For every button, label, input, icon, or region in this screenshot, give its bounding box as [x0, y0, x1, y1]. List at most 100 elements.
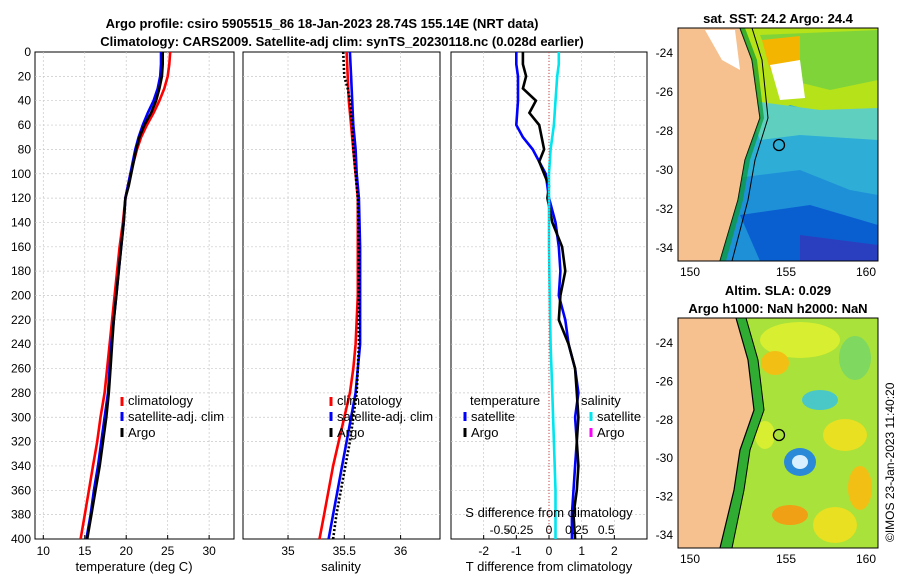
imos-timestamp: ©IMOS 23-Jan-2023 11:40:20 [883, 382, 897, 542]
map-y-tick-label: -30 [656, 163, 674, 177]
map-y-tick-label: -26 [656, 374, 674, 388]
x-tick-label: 30 [202, 544, 216, 558]
map-y-tick-label: -28 [656, 124, 674, 138]
y-tick-label: 180 [11, 264, 31, 278]
legend-label-temp-satellite: satellite [471, 409, 515, 424]
salinity-legend: climatology satellite-adj. clim Argo [329, 393, 433, 440]
x-tick-label: 10 [37, 544, 51, 558]
x-tick-label: 1 [578, 544, 585, 558]
sst-map-title: sat. SST: 24.2 Argo: 24.4 [703, 11, 854, 26]
y-tick-label: 360 [11, 483, 31, 497]
map-x-tick-label: 160 [856, 265, 876, 279]
legend-label-argo: Argo [337, 425, 364, 440]
y-tick-label: 60 [18, 118, 32, 132]
y-tick-label: 300 [11, 410, 31, 424]
sst-map: sat. SST: 24.2 Argo: 24.4 150 155 160 -24 -… [656, 11, 879, 279]
legend-title-salinity: salinity [581, 393, 621, 408]
argo-position-marker [772, 428, 786, 442]
sla-map-land [678, 318, 754, 548]
x-tick-label: 35.5 [333, 544, 357, 558]
sla-map-frame [677, 317, 879, 549]
series-line-salinity-satellite [547, 52, 561, 539]
sla-map-field [678, 318, 878, 548]
x-tick-label: 35 [281, 544, 295, 558]
argo-position-marker [772, 138, 786, 152]
top-tick-label: 0 [546, 523, 553, 537]
y-tick-label: 320 [11, 435, 31, 449]
legend-label-satellite: satellite-adj. clim [337, 409, 433, 424]
legend-title-temperature: temperature [470, 393, 540, 408]
map-y-tick-label: -30 [656, 451, 674, 465]
y-tick-label: 160 [11, 240, 31, 254]
y-tick-label: 0 [24, 45, 31, 59]
legend-label-climatology: climatology [337, 393, 403, 408]
salinity-xlabel: salinity [321, 559, 361, 574]
map-x-tick-label: 150 [680, 552, 700, 566]
sla-map: Altim. SLA: 0.029 Argo h1000: NaN h2000:… [656, 283, 879, 566]
legend-label-sal-argo: Argo [597, 425, 624, 440]
difference-xlabel: T difference from climatology [466, 559, 633, 574]
sla-map-title-line2: Argo h1000: NaN h2000: NaN [688, 301, 867, 316]
map-y-tick-label: -32 [656, 490, 674, 504]
y-tick-label: 20 [18, 69, 32, 83]
x-tick-label: 15 [78, 544, 92, 558]
y-tick-label: 240 [11, 337, 31, 351]
map-y-tick-label: -32 [656, 202, 674, 216]
difference-panel: -2 -1 0 1 2 T difference from climatology S … [450, 51, 648, 574]
sla-map-title-line1: Altim. SLA: 0.029 [725, 283, 831, 298]
y-tick-label: 140 [11, 215, 31, 229]
map-x-tick-label: 155 [776, 265, 796, 279]
y-tick-label: 280 [11, 386, 31, 400]
x-tick-label: 36 [394, 544, 408, 558]
top-tick-label: -0.5 [490, 523, 511, 537]
legend-label-argo: Argo [128, 425, 155, 440]
map-x-tick-label: 160 [856, 552, 876, 566]
x-tick-label: 20 [120, 544, 134, 558]
difference-top-label: S difference from climatology [465, 505, 633, 520]
map-x-tick-label: 155 [776, 552, 796, 566]
map-y-tick-label: -26 [656, 85, 674, 99]
sst-map-frame [677, 27, 879, 262]
difference-legend: temperature satellite Argo salinity sate… [463, 393, 641, 440]
figure-title-line2: Climatology: CARS2009. Satellite-adj cli… [100, 34, 583, 49]
top-tick-label: -0.25 [506, 523, 534, 537]
map-y-tick-label: -24 [656, 336, 674, 350]
figure-title-line1: Argo profile: csiro 5905515_86 18-Jan-20… [106, 16, 539, 31]
map-y-tick-label: -28 [656, 413, 674, 427]
y-tick-label: 40 [18, 94, 32, 108]
legend-label-temp-argo: Argo [471, 425, 498, 440]
series-line-argo [331, 51, 361, 540]
salinity-panel: 35 35.5 36 salinity climatology satellite-… [242, 51, 441, 574]
x-tick-label: 25 [161, 544, 175, 558]
top-tick-label: 0.5 [598, 523, 615, 537]
y-tick-label: 100 [11, 167, 31, 181]
map-y-tick-label: -24 [656, 46, 674, 60]
x-tick-label: -2 [478, 544, 489, 558]
x-tick-label: 2 [611, 544, 618, 558]
y-tick-label: 220 [11, 313, 31, 327]
y-tick-label: 120 [11, 191, 31, 205]
y-tick-label: 260 [11, 362, 31, 376]
y-tick-label: 380 [11, 508, 31, 522]
map-y-tick-label: -34 [656, 241, 674, 255]
y-tick-label: 80 [18, 142, 32, 156]
y-tick-label: 400 [11, 532, 31, 546]
temperature-legend: climatology satellite-adj. clim Argo [120, 393, 224, 440]
sst-map-land [678, 28, 760, 261]
temperature-xlabel: temperature (deg C) [75, 559, 192, 574]
y-tick-label: 200 [11, 289, 31, 303]
map-y-tick-label: -34 [656, 528, 674, 542]
series-line-temperature-argo [521, 52, 580, 540]
x-tick-label: 0 [546, 544, 553, 558]
map-x-tick-label: 150 [680, 265, 700, 279]
x-tick-label: -1 [511, 544, 522, 558]
sst-map-field [678, 28, 878, 261]
series-line-argo [85, 52, 164, 540]
y-tick-label: 340 [11, 459, 31, 473]
legend-label-climatology: climatology [128, 393, 194, 408]
temperature-panel: 10 15 20 25 30 0 20 40 60 80 100 120 140 160 180 200 22… [11, 45, 235, 574]
legend-label-sal-satellite: satellite [597, 409, 641, 424]
top-tick-label: 0.25 [565, 523, 589, 537]
legend-label-satellite: satellite-adj. clim [128, 409, 224, 424]
